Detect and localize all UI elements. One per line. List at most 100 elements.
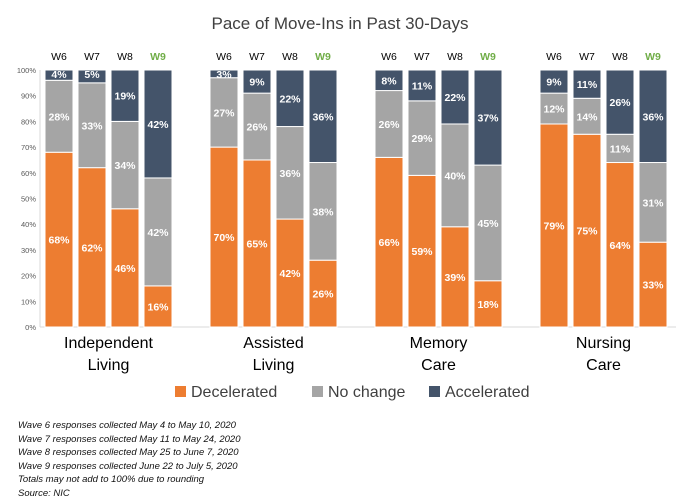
data-label: 36% (279, 168, 301, 180)
data-label: 65% (246, 238, 268, 250)
category-label: Independent (64, 335, 154, 352)
wave-label: W8 (447, 51, 463, 63)
data-label: 45% (477, 218, 499, 230)
legend-swatch (175, 386, 186, 397)
bar-segment (605, 69, 635, 135)
category-label: Care (421, 357, 456, 374)
data-label: 66% (378, 237, 400, 249)
wave-label: W6 (381, 51, 397, 63)
bar-segment (572, 97, 602, 135)
bar-segment (77, 69, 107, 84)
wave-label: W8 (117, 51, 133, 63)
wave-label: W9 (480, 51, 496, 63)
y-tick-label: 0% (25, 323, 36, 332)
bar-segment (374, 69, 404, 92)
data-label: 40% (444, 170, 466, 182)
wave-label: W6 (51, 51, 67, 63)
category-label: Memory (410, 335, 468, 352)
legend-swatch (429, 386, 440, 397)
data-label: 26% (312, 289, 334, 301)
y-tick-label: 60% (21, 169, 36, 178)
bar-segment (110, 208, 140, 328)
y-tick-label: 80% (21, 117, 36, 126)
data-label: 59% (411, 246, 433, 258)
legend-label: Accelerated (445, 384, 530, 401)
bar-segment (209, 69, 239, 79)
bar-segment (407, 174, 437, 328)
bar-segment (77, 167, 107, 328)
wave-label: W7 (414, 51, 430, 63)
legend-swatch (312, 386, 323, 397)
category-label: Living (253, 357, 295, 374)
wave-label: W7 (249, 51, 265, 63)
bar-segment (572, 69, 602, 99)
data-label: 79% (543, 220, 565, 232)
data-label: 26% (378, 119, 400, 131)
data-label: 64% (609, 240, 631, 252)
data-label: 8% (381, 75, 397, 87)
y-tick-label: 100% (17, 66, 37, 75)
data-label: 11% (610, 143, 631, 155)
data-label: 27% (213, 107, 235, 119)
data-label: 46% (114, 263, 136, 275)
data-label: 5% (84, 69, 100, 81)
bar-segment (638, 241, 668, 328)
data-label: 34% (114, 160, 136, 172)
data-label: 75% (576, 226, 598, 238)
data-label: 9% (546, 77, 562, 89)
data-label: 68% (48, 235, 70, 247)
legend-label: Decelerated (191, 384, 277, 401)
data-label: 11% (577, 79, 598, 91)
bar-segment (473, 280, 503, 328)
note-line: Wave 8 responses collected May 25 to Jun… (18, 447, 239, 459)
category-label: Living (88, 357, 130, 374)
wave-label: W9 (645, 51, 661, 63)
chart-title: Pace of Move-Ins in Past 30-Days (211, 14, 468, 33)
bar-segment (539, 69, 569, 94)
bar-segment (638, 69, 668, 164)
data-label: 33% (81, 120, 103, 132)
data-label: 11% (412, 80, 433, 92)
wave-label: W9 (315, 51, 331, 63)
y-tick-label: 70% (21, 143, 36, 152)
bar-segment (374, 156, 404, 328)
data-label: 18% (477, 299, 499, 311)
bar-segment (242, 69, 272, 94)
bar-segment (143, 177, 173, 287)
bar-segment (539, 92, 569, 125)
data-label: 38% (312, 206, 334, 218)
bar-segment (44, 151, 74, 328)
note-line: Wave 6 responses collected May 4 to May … (18, 420, 236, 431)
data-label: 42% (279, 268, 301, 280)
bar-segment (77, 82, 107, 169)
bar-segment (209, 146, 239, 328)
bar-segment (440, 69, 470, 125)
note-line: Source: NIC (18, 487, 70, 499)
wave-label: W7 (579, 51, 595, 63)
y-tick-label: 10% (21, 297, 36, 306)
data-label: 42% (147, 227, 169, 239)
wave-label: W6 (216, 51, 232, 63)
bar-segment (605, 133, 635, 164)
chart-notes: Wave 6 responses collected May 4 to May … (18, 419, 241, 501)
data-label: 36% (312, 111, 334, 123)
data-label: 3% (216, 69, 232, 81)
y-tick-label: 40% (21, 220, 36, 229)
bar-segment (44, 79, 74, 153)
bar-segment (275, 218, 305, 328)
bar-segment (440, 226, 470, 328)
data-label: 31% (642, 197, 664, 209)
data-label: 9% (249, 77, 265, 89)
data-label: 62% (81, 242, 103, 254)
data-label: 22% (444, 92, 466, 104)
legend-label: No change (328, 384, 405, 401)
bar-segment (308, 162, 338, 261)
category-label: Care (586, 357, 621, 374)
wave-label: W6 (546, 51, 562, 63)
bar-segment (242, 92, 272, 161)
bar-segment (110, 69, 140, 122)
note-line: Wave 7 responses collected May 11 to May… (18, 433, 241, 445)
bar-segment (473, 69, 503, 166)
